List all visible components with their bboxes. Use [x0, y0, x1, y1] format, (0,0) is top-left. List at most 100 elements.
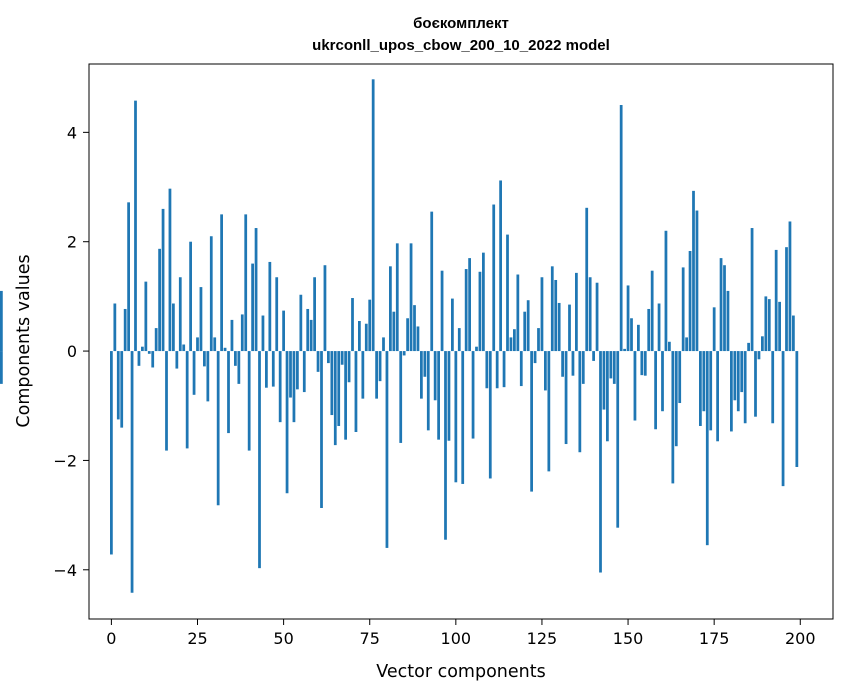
- bar: [137, 351, 141, 366]
- bar: [296, 351, 299, 390]
- bar: [375, 351, 378, 399]
- bar: [530, 351, 533, 492]
- bar: [172, 303, 175, 352]
- bar: [244, 214, 248, 352]
- bar: [168, 188, 172, 352]
- bar: [113, 303, 117, 352]
- bar: [709, 351, 713, 431]
- x-tick-label: 150: [613, 629, 644, 648]
- bar: [705, 351, 709, 546]
- bar: [671, 351, 675, 484]
- bar: [344, 351, 347, 440]
- bar: [733, 351, 737, 401]
- bar: [537, 328, 540, 352]
- bar: [492, 204, 496, 352]
- bar: [433, 351, 437, 401]
- bar: [437, 351, 440, 440]
- bar: [220, 214, 223, 352]
- bar: [795, 351, 799, 467]
- bar: [199, 287, 203, 352]
- x-axis-ticks: 0 25 50 75 100 125 150 175 200: [106, 619, 816, 648]
- bar: [661, 351, 664, 412]
- bar: [426, 351, 430, 431]
- bar: [406, 318, 409, 352]
- y-tick-label: −2: [53, 451, 77, 470]
- bar: [678, 351, 682, 404]
- bar: [0, 290, 3, 352]
- bar: [695, 210, 699, 352]
- bar: [516, 274, 520, 352]
- bar: [643, 351, 647, 376]
- bar: [206, 351, 210, 402]
- bar: [650, 270, 654, 352]
- bar: [478, 271, 482, 352]
- bar: [544, 351, 547, 391]
- bar: [216, 351, 220, 506]
- bar: [261, 315, 265, 352]
- bar: [747, 342, 750, 352]
- bar: [785, 247, 788, 352]
- bar: [488, 351, 492, 479]
- bar: [757, 351, 761, 360]
- bar: [581, 351, 585, 384]
- bar: [389, 266, 392, 352]
- bar: [247, 351, 251, 451]
- bar: [289, 351, 292, 398]
- bar: [227, 351, 230, 434]
- bar: [578, 351, 582, 453]
- bar: [688, 251, 692, 352]
- bar: [657, 303, 661, 352]
- bar: [767, 299, 771, 352]
- bar: [692, 190, 695, 352]
- bar: [302, 351, 306, 393]
- bar: [127, 202, 130, 352]
- bar: [761, 336, 764, 352]
- bar: [774, 249, 778, 352]
- bar: [547, 351, 551, 472]
- bar: [189, 241, 192, 352]
- bar: [382, 337, 385, 352]
- bar: [0, 351, 3, 384]
- x-tick-label: 175: [699, 629, 730, 648]
- bar: [575, 272, 578, 352]
- bar: [526, 300, 530, 352]
- bar: [299, 294, 303, 352]
- bar: [371, 79, 375, 352]
- bar: [306, 308, 310, 352]
- bar: [223, 347, 227, 352]
- bar: [647, 308, 651, 352]
- bar: [351, 298, 354, 352]
- bar: [323, 265, 327, 352]
- bar: [540, 277, 544, 352]
- bar: [523, 311, 527, 352]
- bar: [702, 351, 706, 412]
- bar: [506, 234, 509, 352]
- bar: [230, 319, 234, 352]
- bar: [447, 351, 451, 441]
- bar: [664, 230, 668, 352]
- bar: [609, 351, 613, 379]
- bar: [165, 351, 168, 451]
- bar: [316, 351, 320, 372]
- bar: [361, 351, 365, 399]
- bar: [254, 228, 258, 352]
- y-tick-label: 0: [67, 342, 77, 361]
- bar: [409, 243, 413, 352]
- bar: [313, 277, 316, 352]
- bar: [468, 258, 471, 352]
- bar: [588, 277, 592, 352]
- bar: [740, 351, 744, 393]
- bar: [502, 351, 506, 388]
- bar: [668, 341, 671, 352]
- bar: [347, 351, 351, 383]
- bar: [292, 351, 296, 423]
- bar: [378, 351, 382, 382]
- bar: [623, 348, 626, 352]
- bar: [599, 351, 602, 573]
- y-tick-label: 2: [67, 233, 77, 252]
- x-axis-label: Vector components: [376, 662, 545, 682]
- bar: [354, 351, 358, 432]
- bar: [275, 277, 279, 352]
- x-tick-label: 100: [441, 629, 472, 648]
- bar: [595, 282, 599, 352]
